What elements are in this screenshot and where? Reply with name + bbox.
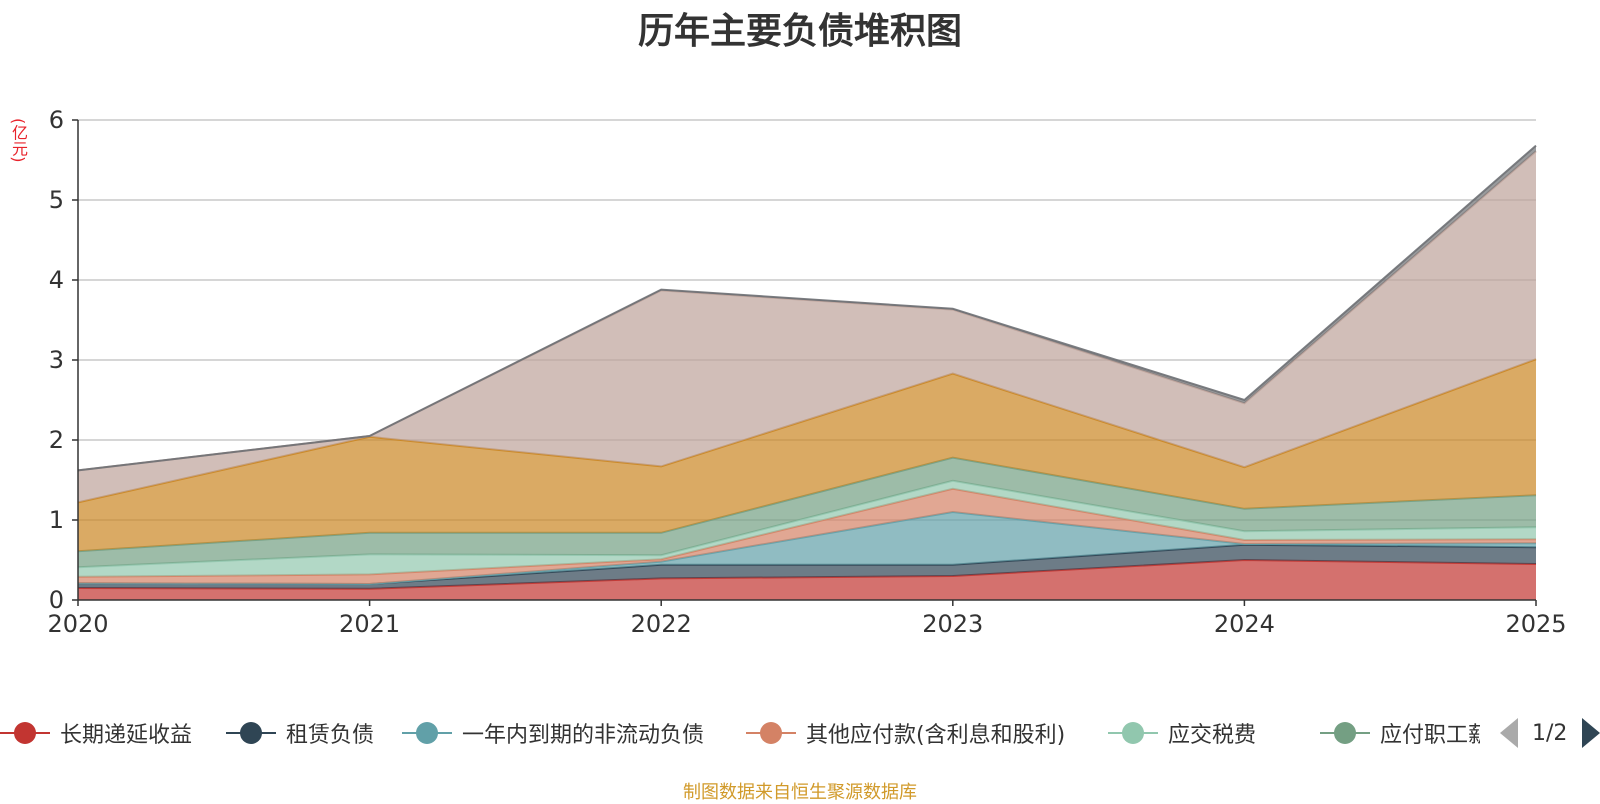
legend-marker-icon xyxy=(1108,718,1158,748)
legend-marker-icon xyxy=(1320,718,1370,748)
area-series-7 xyxy=(78,151,1536,503)
chart-title: 历年主要负债堆积图 xyxy=(637,11,962,52)
y-axis-unit-label: (亿元) xyxy=(9,118,28,163)
legend-label: 一年内到期的非流动负债 xyxy=(462,723,705,748)
legend-marker-icon xyxy=(226,718,276,748)
legend-label: 租赁负债 xyxy=(286,723,375,748)
x-tick-label-2022: 2022 xyxy=(631,610,692,638)
legend: 长期递延收益 租赁负债 一年内到期的非流动负债 其他应付款(含利息和股利) 应交税费 应付… xyxy=(0,712,1600,754)
legend-item-3[interactable]: 其他应付款(含利息和股利) xyxy=(746,712,1065,754)
area-series-3 xyxy=(78,488,1536,584)
x-tick-label-2024: 2024 xyxy=(1214,610,1275,638)
area-series-4 xyxy=(78,480,1536,577)
legend-label: 其他应付款(含利息和股利) xyxy=(806,723,1066,748)
area-series-2 xyxy=(78,512,1536,584)
legend-marker-icon xyxy=(746,718,796,748)
x-tick-label-2021: 2021 xyxy=(339,610,400,638)
legend-overflow-clip: 应付职工薪酬 xyxy=(1320,712,1480,754)
y-tick-label-0: 0 xyxy=(49,586,64,614)
data-source-note: 制图数据来自恒生聚源数据库 xyxy=(683,782,917,803)
x-tick-label-2020: 2020 xyxy=(47,610,108,638)
legend-prev-page-icon[interactable] xyxy=(1500,718,1518,748)
legend-label: 应付职工薪酬 xyxy=(1380,723,1480,748)
legend-marker-icon xyxy=(0,718,50,748)
y-tick-label-3: 3 xyxy=(49,346,64,374)
legend-page-indicator: 1/2 xyxy=(1532,720,1568,746)
area-series-5 xyxy=(78,457,1536,568)
x-tick-label-2023: 2023 xyxy=(922,610,983,638)
y-tick-label-2: 2 xyxy=(49,426,64,454)
x-tick-label-2025: 2025 xyxy=(1505,610,1566,638)
area-series-6 xyxy=(78,359,1536,552)
y-tick-label-1: 1 xyxy=(49,506,64,534)
y-tick-label-4: 4 xyxy=(49,266,64,294)
y-tick-label-6: 6 xyxy=(49,106,64,134)
y-tick-label-5: 5 xyxy=(49,186,64,214)
area-series-1 xyxy=(78,544,1536,589)
area-series-0 xyxy=(78,560,1536,600)
axes: 0 1 2 3 4 5 6 2020 2021 2022 2023 2024 2025 xyxy=(47,106,1566,638)
legend-item-2[interactable]: 一年内到期的非流动负债 xyxy=(402,712,704,754)
legend-item-5[interactable]: 应付职工薪酬 xyxy=(1320,712,1480,754)
legend-item-0[interactable]: 长期递延收益 xyxy=(0,712,192,754)
legend-marker-icon xyxy=(402,718,452,748)
legend-item-1[interactable]: 租赁负债 xyxy=(226,712,374,754)
area-series xyxy=(77,144,1537,600)
legend-next-page-icon[interactable] xyxy=(1582,718,1600,748)
series-line-8 xyxy=(77,144,1537,472)
legend-item-4[interactable]: 应交税费 xyxy=(1108,712,1256,754)
legend-label: 长期递延收益 xyxy=(60,723,193,748)
legend-label: 应交税费 xyxy=(1168,723,1257,748)
